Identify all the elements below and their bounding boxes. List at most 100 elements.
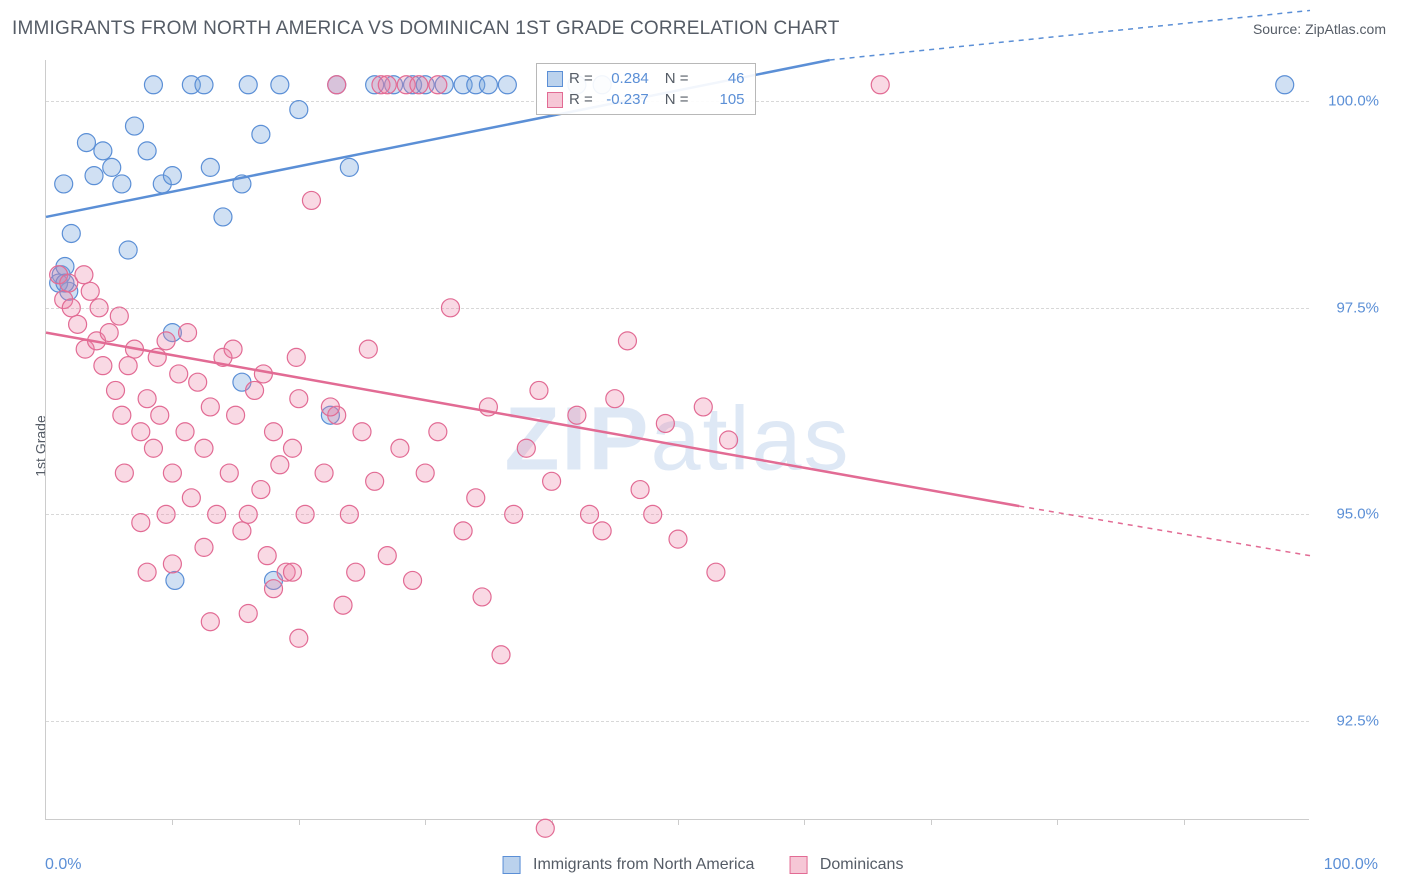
scatter-point [239, 604, 257, 622]
scatter-point [644, 505, 662, 523]
legend-swatch-series2 [789, 856, 807, 874]
stats-n-label: N = [665, 70, 689, 87]
scatter-point [239, 76, 257, 94]
scatter-point [208, 505, 226, 523]
scatter-point [347, 563, 365, 581]
scatter-point [265, 423, 283, 441]
scatter-point [328, 76, 346, 94]
scatter-point [283, 563, 301, 581]
scatter-point [366, 472, 384, 490]
scatter-point [429, 423, 447, 441]
scatter-point [1276, 76, 1294, 94]
y-tick-label: 92.5% [1336, 712, 1379, 729]
scatter-point [669, 530, 687, 548]
scatter-point [467, 489, 485, 507]
stats-row: R =-0.237N =105 [547, 89, 745, 110]
scatter-point [429, 76, 447, 94]
scatter-point [378, 547, 396, 565]
scatter-point [144, 439, 162, 457]
y-tick-label: 97.5% [1336, 299, 1379, 316]
scatter-point [138, 563, 156, 581]
x-tick [299, 819, 300, 825]
scatter-point [138, 390, 156, 408]
scatter-point [233, 522, 251, 540]
scatter-point [224, 340, 242, 358]
scatter-point [157, 505, 175, 523]
scatter-point [283, 439, 301, 457]
scatter-point [290, 101, 308, 119]
scatter-plot-svg [46, 60, 1309, 819]
scatter-point [265, 580, 283, 598]
scatter-point [606, 390, 624, 408]
legend-label-series1: Immigrants from North America [533, 856, 754, 873]
scatter-point [302, 191, 320, 209]
scatter-point [125, 117, 143, 135]
x-tick [172, 819, 173, 825]
scatter-point [85, 167, 103, 185]
scatter-point [334, 596, 352, 614]
scatter-point [252, 125, 270, 143]
legend-label-series2: Dominicans [820, 856, 904, 873]
x-tick [1184, 819, 1185, 825]
scatter-point [90, 299, 108, 317]
stats-r-label: R = [569, 91, 593, 108]
scatter-point [454, 522, 472, 540]
scatter-point [656, 414, 674, 432]
scatter-point [290, 629, 308, 647]
stats-legend-box: R =0.284N =46R =-0.237N =105 [536, 63, 756, 115]
scatter-point [195, 538, 213, 556]
scatter-point [94, 142, 112, 160]
scatter-point [182, 489, 200, 507]
scatter-point [166, 571, 184, 589]
bottom-legend: Immigrants from North America Dominicans [503, 856, 904, 874]
stats-r-value: -0.237 [599, 91, 649, 108]
regression-line-extrapolated [1019, 506, 1310, 556]
scatter-point [258, 547, 276, 565]
scatter-point [593, 522, 611, 540]
scatter-point [479, 76, 497, 94]
scatter-point [214, 208, 232, 226]
stats-row: R =0.284N =46 [547, 68, 745, 89]
scatter-point [340, 158, 358, 176]
scatter-point [378, 76, 396, 94]
scatter-point [113, 175, 131, 193]
scatter-point [416, 464, 434, 482]
scatter-point [69, 315, 87, 333]
scatter-point [631, 481, 649, 499]
scatter-point [151, 406, 169, 424]
stats-n-value: 105 [695, 91, 745, 108]
scatter-point [107, 381, 125, 399]
stats-swatch [547, 71, 563, 87]
scatter-point [189, 373, 207, 391]
scatter-point [176, 423, 194, 441]
scatter-point [694, 398, 712, 416]
plot-area: 100.0%97.5%95.0%92.5% ZIPatlas R =0.284N… [45, 60, 1309, 820]
scatter-point [271, 456, 289, 474]
stats-swatch [547, 92, 563, 108]
scatter-point [290, 390, 308, 408]
x-tick [1057, 819, 1058, 825]
scatter-point [296, 505, 314, 523]
x-tick [931, 819, 932, 825]
scatter-point [517, 439, 535, 457]
scatter-point [144, 76, 162, 94]
scatter-point [254, 365, 272, 383]
scatter-point [227, 406, 245, 424]
scatter-point [707, 563, 725, 581]
scatter-point [94, 357, 112, 375]
x-axis-end-label: 100.0% [1324, 856, 1378, 874]
scatter-point [179, 324, 197, 342]
scatter-point [157, 332, 175, 350]
scatter-point [170, 365, 188, 383]
scatter-point [353, 423, 371, 441]
scatter-point [201, 398, 219, 416]
scatter-point [246, 381, 264, 399]
scatter-point [201, 613, 219, 631]
scatter-point [239, 505, 257, 523]
stats-n-value: 46 [695, 70, 745, 87]
scatter-point [321, 398, 339, 416]
scatter-point [132, 423, 150, 441]
scatter-point [119, 241, 137, 259]
scatter-point [138, 142, 156, 160]
scatter-point [100, 324, 118, 342]
